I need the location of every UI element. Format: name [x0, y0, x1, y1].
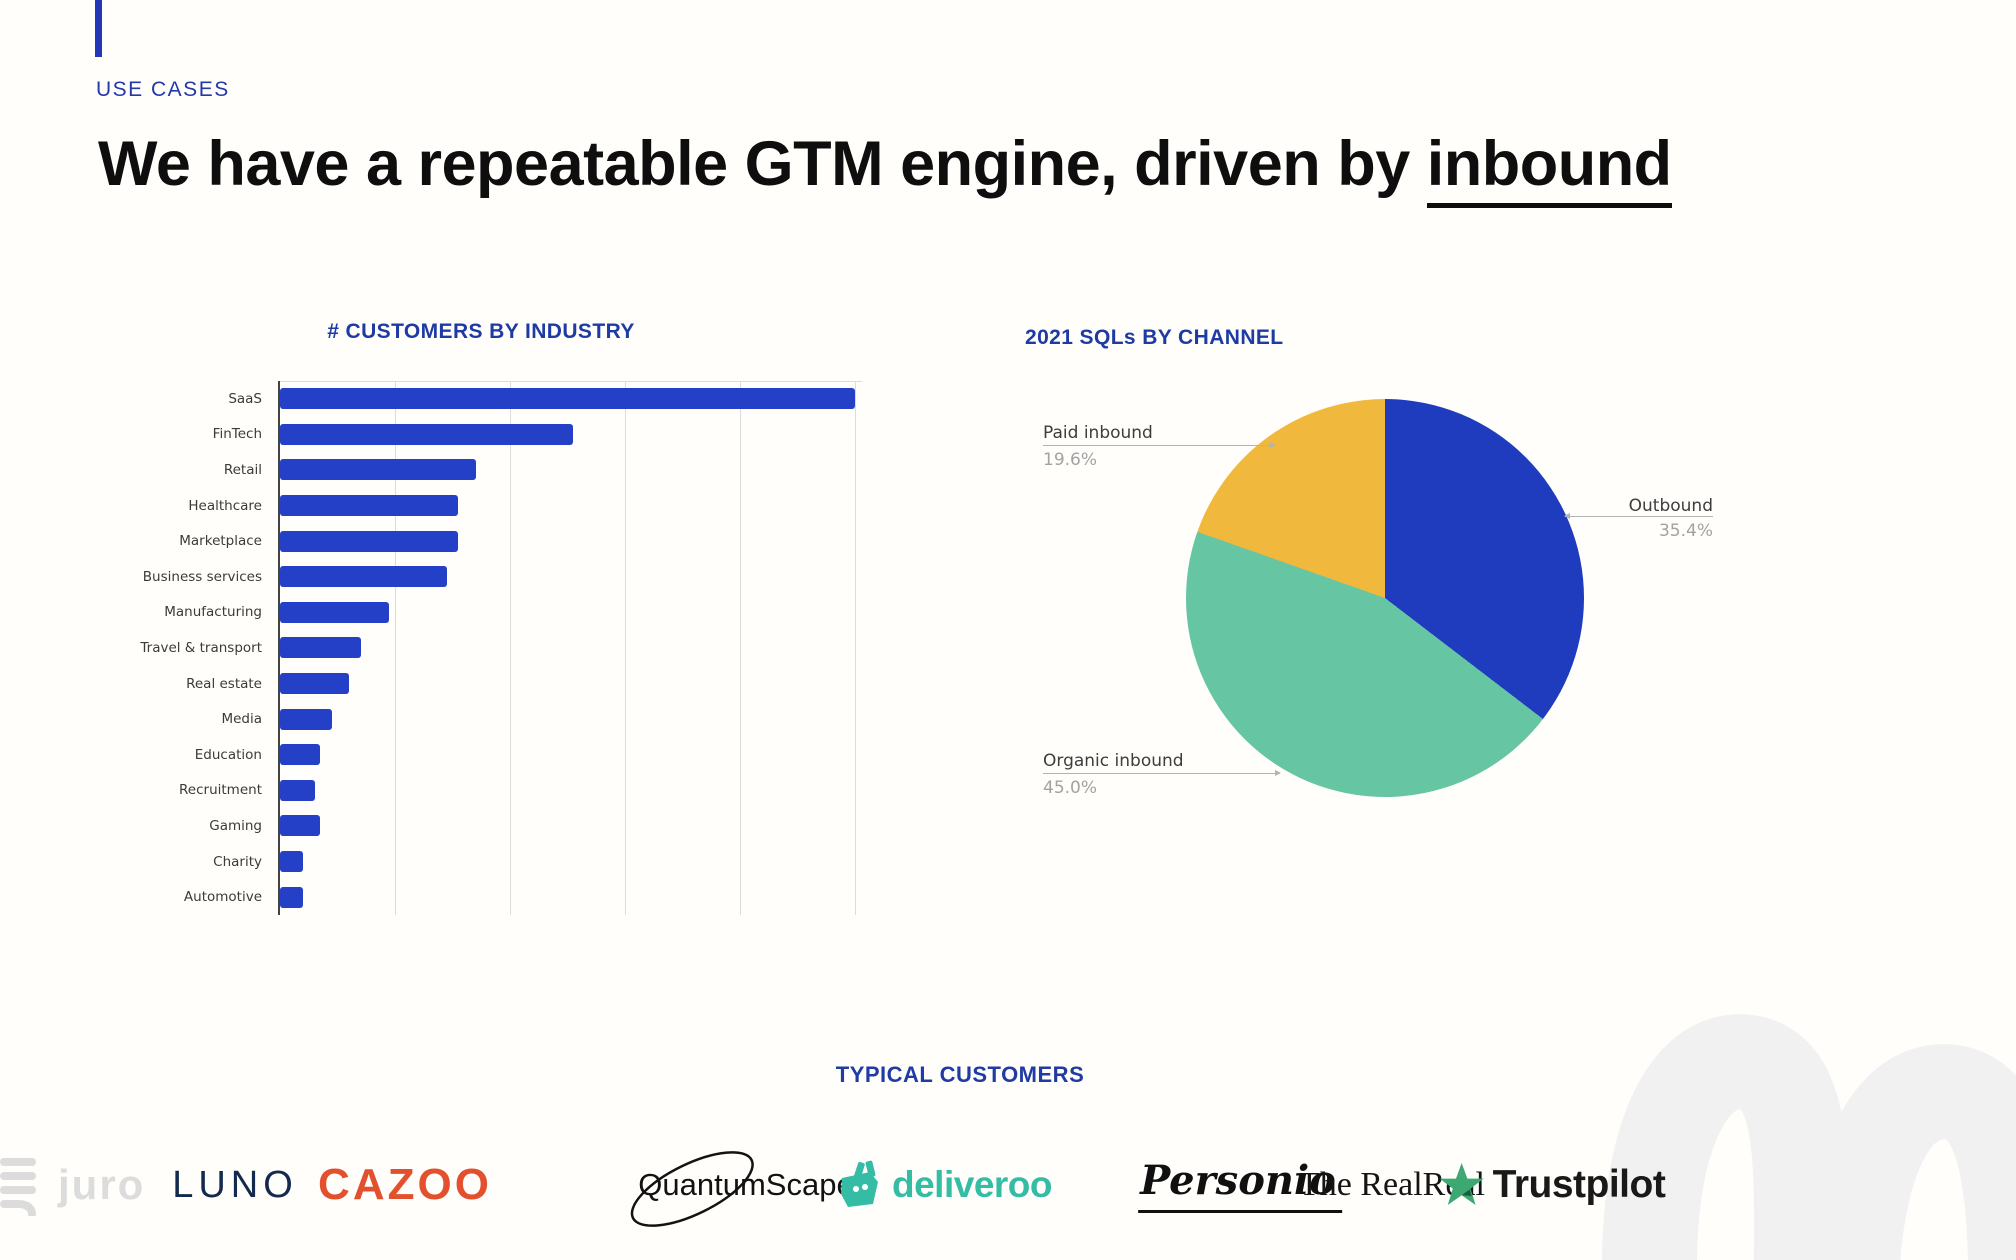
- logo-cazoo: CAZOO: [318, 1130, 492, 1240]
- bar-row: Travel & transport: [100, 630, 862, 666]
- bar-row: Business services: [100, 559, 862, 595]
- logo-quantumscape: QuantumScape: [630, 1130, 854, 1240]
- gridline: [855, 381, 856, 915]
- gridline: [740, 381, 741, 915]
- bar-category-label: Gaming: [209, 817, 262, 834]
- personio-wordmark: Personio: [1138, 1157, 1342, 1213]
- callout-percent: 19.6%: [1043, 450, 1098, 470]
- plot-top-border: [278, 381, 862, 382]
- bar-row: Charity: [100, 844, 862, 880]
- bar: [280, 566, 447, 588]
- bar-category-label: Retail: [223, 461, 262, 478]
- logo-juro: juro: [0, 1130, 145, 1240]
- bar-chart-plot-area: SaaS FinTech Retail Healthcare Marketplace Bu…: [100, 381, 862, 915]
- gridline: [395, 381, 396, 915]
- accent-bar: [95, 0, 102, 57]
- bar: [280, 851, 303, 873]
- bar-row: FinTech: [100, 417, 862, 453]
- bar-category-label: Business services: [142, 568, 262, 585]
- bar-chart: # CUSTOMERS BY INDUSTRY SaaS FinTech Retai…: [100, 320, 862, 932]
- leader-line: [1564, 513, 1713, 519]
- callout-label: Outbound: [1628, 496, 1713, 516]
- juro-stack-icon: [0, 1158, 36, 1216]
- bar-row: Real estate: [100, 666, 862, 702]
- bar: [280, 708, 332, 730]
- trustpilot-wordmark: Trustpilot: [1492, 1163, 1666, 1206]
- bar: [280, 744, 321, 766]
- gridline: [625, 381, 626, 915]
- bar-category-label: Healthcare: [188, 497, 262, 514]
- bar: [280, 423, 574, 445]
- bar: [280, 815, 321, 837]
- callout-label: Paid inbound: [1043, 423, 1153, 443]
- luno-wordmark: LUNO: [172, 1163, 298, 1206]
- bar-row: Recruitment: [100, 773, 862, 809]
- gridline: [510, 381, 511, 915]
- bar: [280, 530, 459, 552]
- bar-category-label: FinTech: [212, 426, 262, 443]
- leader-line: [1043, 770, 1281, 776]
- bar: [280, 779, 315, 801]
- pie-chart-title: 2021 SQLs BY CHANNEL: [1025, 326, 1284, 349]
- logo-personio: Personio: [1138, 1130, 1342, 1240]
- title-text: We have a repeatable GTM engine, driven …: [98, 129, 1427, 199]
- bar: [280, 388, 855, 410]
- bar-row: Education: [100, 737, 862, 773]
- callout-label: Organic inbound: [1043, 751, 1184, 771]
- juro-wordmark: juro: [58, 1161, 146, 1208]
- pie-graphic: [1186, 399, 1584, 797]
- page-title: We have a repeatable GTM engine, driven …: [98, 128, 1898, 208]
- deliveroo-kangaroo-icon: [841, 1160, 878, 1207]
- eyebrow-label: USE CASES: [96, 78, 230, 101]
- bar-category-label: Automotive: [183, 889, 262, 906]
- bar: [280, 886, 303, 908]
- bar: [280, 673, 349, 695]
- bar-category-label: Real estate: [186, 675, 262, 692]
- deliveroo-wordmark: deliveroo: [892, 1164, 1053, 1205]
- bar-row: SaaS: [100, 381, 862, 417]
- quantumscape-wordmark: QuantumScape: [638, 1167, 854, 1202]
- bar-row: Retail: [100, 452, 862, 488]
- bar-row: Marketplace: [100, 523, 862, 559]
- logo-deliveroo: deliveroo: [836, 1130, 1053, 1240]
- bar-rows: SaaS FinTech Retail Healthcare Marketplace Bu…: [100, 381, 862, 915]
- bar-category-label: Charity: [213, 853, 262, 870]
- bar: [280, 601, 390, 623]
- bar: [280, 459, 476, 481]
- cazoo-wordmark: CAZOO: [318, 1160, 492, 1209]
- bar-category-label: Travel & transport: [140, 639, 262, 656]
- bar: [280, 495, 459, 517]
- title-underlined-word: inbound: [1426, 129, 1672, 208]
- leader-line: [1043, 442, 1276, 448]
- pie-chart: 2021 SQLs BY CHANNEL: [1000, 320, 1800, 880]
- bar-row: Healthcare: [100, 488, 862, 524]
- bar-row: Media: [100, 701, 862, 737]
- customers-heading: TYPICAL CUSTOMERS: [835, 1062, 1085, 1087]
- customer-logos-row: juro LUNO CAZOO QuantumScape: [0, 1130, 2016, 1240]
- bar-category-label: SaaS: [228, 390, 262, 407]
- bar: [280, 637, 361, 659]
- bar-chart-title: # CUSTOMERS BY INDUSTRY: [327, 320, 635, 343]
- callout-percent: 35.4%: [1658, 521, 1713, 541]
- logo-luno: LUNO: [172, 1130, 298, 1240]
- bar-category-label: Manufacturing: [164, 604, 262, 621]
- logo-trustpilot: Trustpilot: [1439, 1130, 1666, 1240]
- y-axis-line: [278, 381, 280, 915]
- bar-category-label: Recruitment: [179, 782, 262, 799]
- callout-percent: 45.0%: [1043, 778, 1098, 798]
- bar-category-label: Education: [194, 746, 262, 763]
- bar-row: Automotive: [100, 879, 862, 915]
- bar-category-label: Marketplace: [179, 533, 262, 550]
- trustpilot-star-icon: [1439, 1163, 1484, 1205]
- bar-category-label: Media: [221, 711, 262, 728]
- bar-row: Manufacturing: [100, 595, 862, 631]
- bar-row: Gaming: [100, 808, 862, 844]
